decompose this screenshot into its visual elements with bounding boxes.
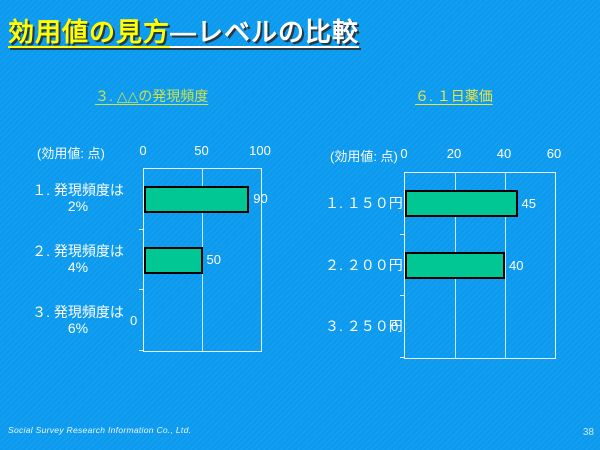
value-label: 0 (130, 312, 138, 328)
category-label: １. 発現頻度は 2% (32, 182, 124, 215)
category-label: ２. ２００円 (325, 256, 403, 273)
page-title-highlight: 効用値の見方 (8, 17, 171, 47)
value-axis-tick-label: 0 (400, 146, 408, 161)
chart-frequency-subtitle: ３. △△の発現頻度 (95, 88, 209, 104)
category-label: ３. 発現頻度は 6% (32, 303, 124, 336)
chart-frequency: ３. △△の発現頻度 (効用値: 点) 90 50 0 0 50 100 １. 発現頻度は … (0, 80, 300, 400)
bar (405, 252, 505, 279)
category-axis-tick (139, 228, 143, 230)
category-axis-tick (400, 357, 404, 358)
page-title: 効用値の見方―レベルの比較 (8, 12, 359, 49)
value-axis-tick-label: 100 (249, 143, 271, 158)
gridline (504, 173, 506, 358)
value-axis-tick-label: 0 (139, 143, 147, 158)
value-label: 50 (206, 252, 221, 267)
value-label: 90 (253, 191, 268, 207)
category-axis-tick (139, 289, 143, 291)
bar (144, 185, 250, 213)
bar (405, 190, 518, 218)
page-number: 38 (582, 427, 594, 438)
chart-daily-price-subtitle: ６. １日薬価 (415, 88, 493, 104)
category-axis-tick (400, 233, 404, 235)
value-label: 40 (509, 257, 524, 273)
value-axis-tick-label: 20 (446, 146, 462, 161)
value-axis-tick-label: 50 (194, 143, 209, 158)
plot-area: 90 50 0 (130, 168, 268, 352)
plot-area: 45 40 0 (391, 172, 556, 359)
value-axis-tick-label: 40 (496, 146, 512, 161)
bar (144, 246, 203, 274)
value-label: 0 (391, 319, 399, 335)
category-axis-tick (400, 295, 404, 297)
page-title-rest: ―レベルの比較 (170, 17, 360, 47)
chart-daily-price: ６. １日薬価 (効用値: 点) 45 40 0 0 20 40 60 １. １５０円 ２. ２… (320, 80, 600, 400)
category-label: ２. 発現頻度は 4% (32, 243, 124, 275)
value-axis-label: (効用値: 点) (37, 146, 105, 161)
gridline (202, 169, 203, 351)
category-axis-tick (139, 350, 143, 351)
category-label: ３. ２５０円 (325, 318, 403, 335)
value-label: 45 (521, 195, 536, 211)
value-axis-tick-label: 60 (546, 146, 562, 161)
footer-company-name: Social Survey Research Information Co., … (8, 425, 192, 435)
category-label: １. １５０円 (325, 194, 403, 211)
value-axis-label: (効用値: 点) (330, 149, 398, 164)
